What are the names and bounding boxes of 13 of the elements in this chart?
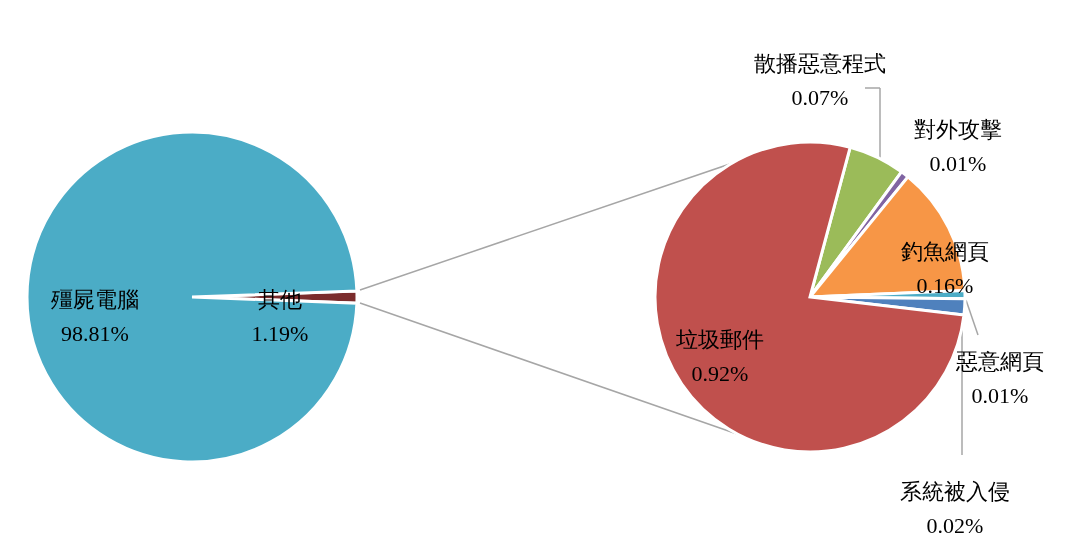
data-label: 0.92% bbox=[691, 361, 749, 386]
data-label: 0.07% bbox=[791, 85, 849, 110]
data-label: 98.81% bbox=[61, 321, 129, 346]
data-label: 1.19% bbox=[251, 321, 309, 346]
slice-label: 殭屍電腦 bbox=[51, 287, 139, 312]
slice-label: 垃圾郵件 bbox=[675, 327, 764, 352]
data-label: 0.01% bbox=[971, 383, 1029, 408]
slice-label: 系統被入侵 bbox=[900, 479, 1010, 504]
data-label: 0.01% bbox=[929, 151, 987, 176]
slice-label: 對外攻擊 bbox=[914, 117, 1002, 142]
data-label: 0.02% bbox=[926, 513, 984, 538]
slice-label: 惡意網頁 bbox=[955, 349, 1044, 374]
slice-label: 散播惡意程式 bbox=[754, 51, 886, 76]
